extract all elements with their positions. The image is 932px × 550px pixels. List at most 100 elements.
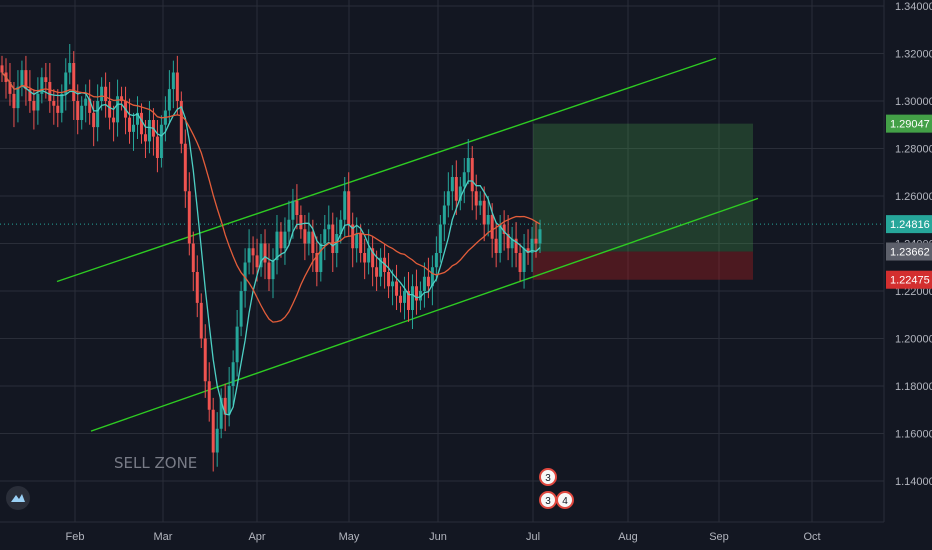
time-tick-label: Apr: [248, 531, 265, 543]
candle-body: [239, 291, 243, 327]
candle-body: [16, 86, 20, 109]
candle-body: [183, 143, 187, 192]
candle-body: [219, 397, 223, 429]
candle-body: [343, 191, 347, 220]
candle-body: [132, 124, 136, 132]
candle-body: [454, 177, 458, 201]
candle-body: [279, 231, 283, 249]
candle-body: [434, 253, 438, 268]
fast-ma-line: [1, 72, 541, 416]
price-tick-label: 1.32000: [895, 49, 932, 61]
price-tick-label: 1.28000: [895, 144, 932, 156]
slow-ma-line: [1, 72, 541, 323]
candle-body: [291, 200, 295, 220]
candle-body: [259, 243, 263, 268]
candle-body: [375, 267, 379, 277]
trend-channel: [56, 57, 759, 432]
event-badge[interactable]: 3: [539, 468, 557, 486]
event-badge[interactable]: 3: [539, 491, 557, 509]
candle-body: [12, 93, 16, 109]
event-badge-circle: [556, 491, 574, 509]
event-badge[interactable]: 4: [556, 491, 574, 509]
candle-body: [231, 362, 235, 386]
time-tick-label: Jun: [429, 531, 447, 543]
candle-body: [438, 224, 442, 253]
candle-body: [179, 101, 183, 144]
candle-body: [48, 82, 52, 101]
candle-body: [100, 86, 104, 101]
moving-averages: [1, 72, 541, 416]
tradingview-logo-icon[interactable]: [6, 486, 30, 510]
price-tick-label: 1.14000: [895, 476, 932, 488]
candle-body: [446, 191, 450, 206]
candle-body: [347, 191, 351, 225]
candle-body: [56, 105, 60, 113]
candle-body: [104, 86, 108, 101]
candle-body: [307, 231, 311, 244]
candle-body: [112, 117, 116, 123]
current-price-label: 1.24816: [890, 219, 930, 231]
target-price-label: 1.29047: [890, 119, 930, 131]
candle-body: [32, 101, 36, 111]
candle-body: [514, 238, 518, 253]
candle-body: [223, 397, 227, 415]
candle-body: [96, 101, 100, 128]
event-badge-label: 3: [545, 473, 551, 484]
candle-body: [88, 98, 92, 113]
candle-body: [319, 243, 323, 272]
candle-body: [108, 101, 112, 118]
candle-body: [120, 96, 124, 101]
candle-body: [72, 63, 76, 101]
candle-body: [247, 248, 251, 263]
event-badges[interactable]: 3 3 4: [539, 468, 574, 509]
time-axis-panel: [0, 522, 932, 550]
price-tick-label: 1.26000: [895, 191, 932, 203]
candle-body: [167, 89, 171, 111]
candle-body: [267, 262, 271, 280]
candle-body: [406, 291, 410, 310]
time-tick-label: Feb: [66, 531, 85, 543]
candle-body: [450, 177, 454, 192]
candle-body: [458, 186, 462, 201]
candle-body: [175, 72, 179, 101]
candle-body: [255, 255, 259, 268]
candle-body: [530, 238, 534, 253]
candle-body: [171, 72, 175, 90]
candle-body: [68, 63, 72, 73]
time-tick-label: Oct: [803, 531, 820, 543]
candle-body: [139, 112, 143, 135]
candle-body: [215, 428, 219, 453]
candle-body: [311, 231, 315, 253]
candle-body: [44, 77, 48, 82]
candle-body: [143, 134, 147, 142]
candle-body: [359, 234, 363, 253]
candle-body: [323, 229, 327, 244]
candle-body: [534, 238, 538, 244]
candle-body: [391, 281, 395, 287]
candle-body: [283, 231, 287, 249]
candle-body: [518, 253, 522, 272]
candle-body: [52, 101, 56, 106]
time-tick-label: Mar: [154, 531, 173, 543]
candle-body: [486, 215, 490, 225]
position-zones: [0, 123, 884, 280]
candle-body: [116, 96, 120, 123]
candle-body: [526, 248, 530, 253]
price-tick-label: 1.20000: [895, 334, 932, 346]
target-zone: [533, 123, 753, 252]
candle-body: [191, 243, 195, 272]
candle-body: [422, 276, 426, 291]
time-tick-label: Sep: [709, 531, 729, 543]
candle-body: [60, 93, 64, 113]
candle-body: [418, 291, 422, 301]
sell-zone-label: SELL ZONE: [114, 454, 198, 472]
candle-body: [187, 191, 191, 244]
candle-body: [147, 120, 151, 142]
candle-body: [414, 286, 418, 301]
candle-body: [399, 295, 403, 303]
candle-body: [195, 272, 199, 303]
candle-body: [363, 253, 367, 263]
candle-body: [84, 98, 88, 106]
